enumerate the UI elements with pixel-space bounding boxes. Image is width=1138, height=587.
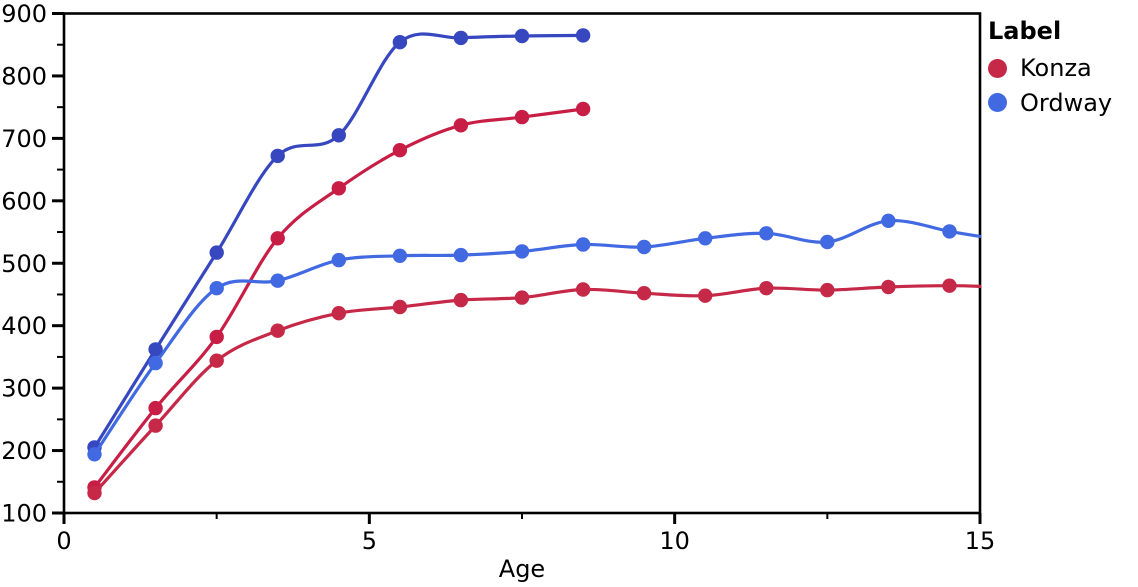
ordway-lower-marker	[270, 273, 285, 288]
y-tick-label-700: 700	[1, 125, 47, 153]
konza-lower-marker	[514, 290, 530, 305]
ordway-lower-marker	[575, 237, 591, 252]
legend-item-ordway: Ordway	[988, 88, 1113, 117]
y-tick-label-100: 100	[1, 500, 47, 528]
ordway-upper-marker	[514, 28, 530, 44]
konza-lower-marker	[270, 323, 285, 338]
ordway-lower-marker	[636, 239, 652, 255]
konza-swatch-icon	[988, 58, 1007, 78]
konza-upper-marker	[148, 400, 163, 416]
ordway-lower-marker	[331, 252, 346, 268]
konza-lower-marker	[148, 418, 163, 433]
konza-lower-marker	[820, 282, 835, 298]
ordway-upper-marker	[575, 28, 591, 43]
y-tick-label-800: 800	[1, 62, 47, 90]
ordway-lower-marker	[881, 213, 896, 228]
ordway-upper-marker	[392, 35, 408, 50]
x-tick-label-15: 15	[965, 527, 996, 555]
y-tick-label-500: 500	[1, 250, 47, 278]
konza-lower-marker	[698, 288, 713, 303]
ordway-lower-marker	[759, 226, 774, 241]
plot-frame	[62, 12, 982, 515]
y-tick-label-600: 600	[1, 187, 47, 215]
konza-upper-marker	[514, 109, 530, 125]
ordway-lower-marker	[698, 231, 713, 246]
konza-lower-marker	[575, 282, 591, 297]
konza-upper-marker	[270, 231, 285, 246]
ordway-lower-marker	[87, 447, 102, 462]
x-tick-label-10: 10	[659, 527, 690, 555]
konza-lower-marker	[942, 278, 957, 293]
x-axis-title: Age	[499, 555, 545, 583]
legend-title: Label	[988, 17, 1062, 45]
konza-lower-marker	[636, 286, 652, 301]
ordway-upper-line	[92, 32, 585, 450]
y-tick-label-900: 900	[1, 0, 47, 28]
konza-lower-marker	[881, 279, 896, 295]
ordway-upper-marker	[270, 148, 285, 164]
konza-upper-marker	[575, 101, 591, 117]
y-tick-label-200: 200	[1, 437, 47, 465]
ordway-upper-marker	[453, 30, 469, 46]
konza-lower-marker	[453, 292, 469, 308]
konza-upper-marker	[209, 329, 224, 345]
konza-lower-marker	[331, 306, 346, 321]
legend-label-konza: Konza	[1020, 54, 1092, 83]
konza-upper-marker	[331, 181, 346, 196]
ordway-lower-marker	[209, 281, 224, 296]
konza-lower-line	[92, 284, 982, 495]
ordway-upper-marker	[331, 128, 346, 143]
legend-item-konza: Konza	[988, 54, 1112, 83]
konza-lower-marker	[209, 353, 224, 368]
ordway-swatch-icon	[988, 93, 1007, 113]
ordway-lower-marker	[820, 234, 835, 250]
konza-lower-marker	[87, 485, 102, 501]
y-tick-label-400: 400	[1, 312, 47, 340]
x-tick-label-0: 0	[56, 527, 71, 555]
ordway-lower-marker	[453, 247, 469, 263]
ordway-upper-marker	[148, 342, 163, 357]
ordway-lower-marker	[514, 244, 530, 259]
y-tick-label-300: 300	[1, 375, 47, 403]
ordway-lower-marker	[148, 355, 163, 371]
x-tick-label-5: 5	[362, 527, 377, 555]
konza-lower-marker	[759, 281, 774, 296]
ordway-lower-marker	[942, 224, 957, 239]
konza-upper-marker	[392, 143, 408, 158]
legend-label-ordway: Ordway	[1020, 88, 1113, 117]
konza-upper-marker	[453, 118, 469, 133]
ordway-lower-marker	[392, 248, 408, 263]
konza-upper-line	[92, 107, 585, 490]
ordway-lower-line	[92, 219, 982, 456]
legend: Label Konza Ordway	[988, 16, 1112, 116]
konza-lower-marker	[392, 299, 408, 315]
ordway-upper-marker	[209, 245, 224, 260]
